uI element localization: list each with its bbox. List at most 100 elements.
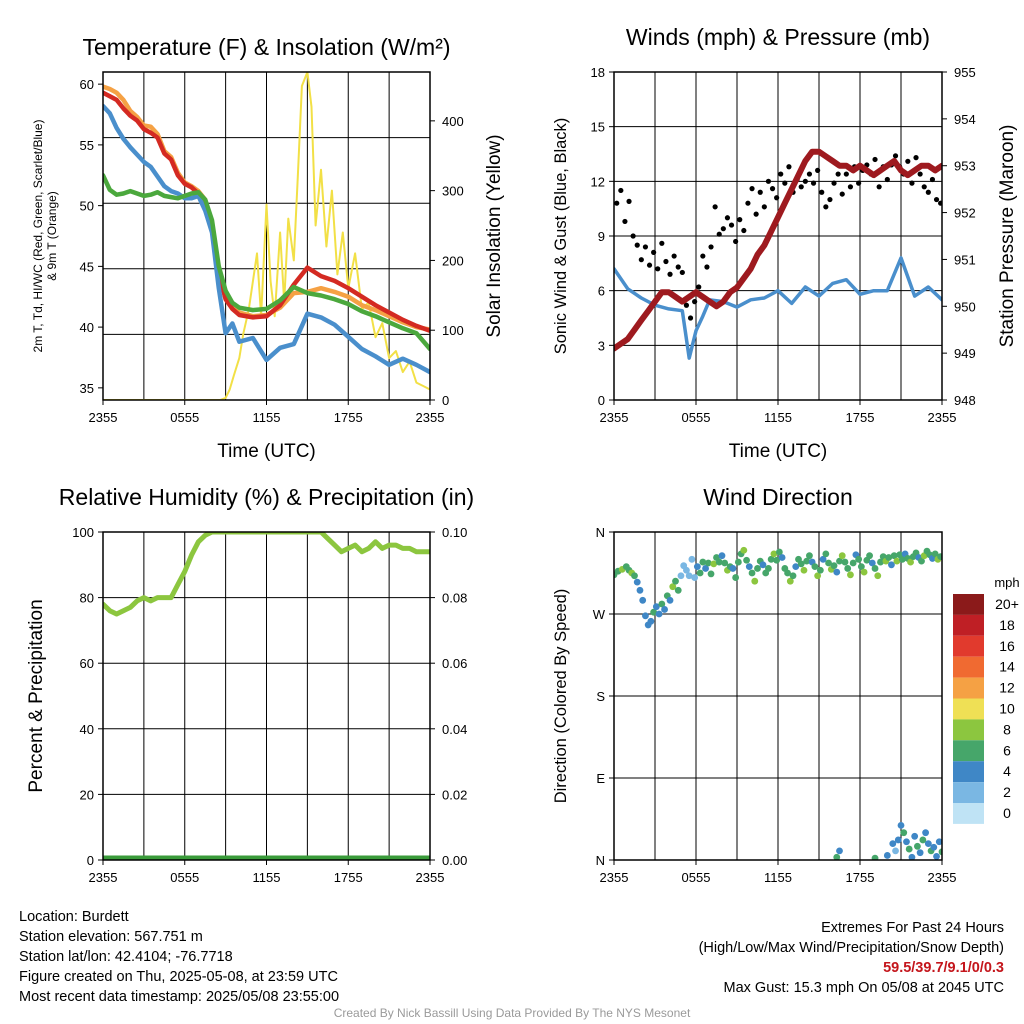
temperature-series xyxy=(103,72,430,400)
y2-tick-label: 951 xyxy=(954,252,976,267)
direction-point xyxy=(937,553,942,560)
gust-point xyxy=(614,200,620,206)
gust-point xyxy=(626,198,632,204)
gust-point xyxy=(876,184,882,190)
gust-point xyxy=(798,184,804,190)
gust-point xyxy=(630,233,636,239)
legend-label: 8 xyxy=(1003,721,1011,737)
gust-point xyxy=(802,178,808,184)
station-latlon: Station lat/lon: 42.4104; -76.7718 xyxy=(19,949,233,965)
y2-tick-label: 949 xyxy=(954,346,976,361)
gust-point xyxy=(884,176,890,183)
gust-point xyxy=(696,284,702,290)
gust-point xyxy=(749,186,755,192)
direction-point xyxy=(830,562,838,570)
x-tick-label: 1755 xyxy=(334,870,363,885)
direction-point xyxy=(855,555,863,563)
chart-title: Winds (mph) & Pressure (mb) xyxy=(626,24,930,50)
direction-point xyxy=(908,853,916,860)
direction-point xyxy=(822,550,830,558)
direction-point xyxy=(900,829,908,837)
y2-tick-label: 0.10 xyxy=(442,525,467,540)
y2-axis-label: Solar Insolation (Yellow) xyxy=(484,134,505,337)
gust-point xyxy=(667,271,673,277)
extremes-subtitle: (High/Low/Max Wind/Precipitation/Snow De… xyxy=(698,940,1004,956)
series-line-3 xyxy=(103,103,430,375)
legend-label: 12 xyxy=(999,680,1015,696)
y2-tick-label: 955 xyxy=(954,65,976,80)
y-tick-label: 60 xyxy=(80,77,94,92)
gust-point xyxy=(745,200,751,206)
gust-point xyxy=(810,180,817,186)
gust-point xyxy=(843,171,849,177)
gust-point xyxy=(737,217,743,223)
gust-point xyxy=(638,257,644,263)
direction-point xyxy=(636,586,644,594)
gust-point xyxy=(651,249,657,255)
gust-point xyxy=(712,204,718,210)
x-tick-label: 1155 xyxy=(253,410,281,425)
gust-point xyxy=(769,186,776,192)
direction-point xyxy=(874,572,882,580)
direction-point xyxy=(685,572,693,580)
gust-point xyxy=(679,269,685,276)
gust-point xyxy=(839,191,845,197)
extremes-info: Extremes For Past 24 Hours (High/Low/Max… xyxy=(699,918,1004,998)
gust-point xyxy=(655,266,661,272)
legend-swatch xyxy=(953,761,984,783)
gust-point xyxy=(622,218,628,225)
gust-point xyxy=(659,240,665,246)
y2-axis-label: Station Pressure (Maroon) xyxy=(997,125,1018,348)
direction-point xyxy=(857,563,865,571)
y2-tick-label: 0.08 xyxy=(442,591,467,606)
direction-point xyxy=(789,572,797,580)
max-gust: Max Gust: 15.3 mph On 05/08 at 2045 UTC xyxy=(723,980,1004,996)
x-tick-label: 2355 xyxy=(89,870,118,885)
panel-1: 2355 0555 1155 1755 2355 Temperature (F) & In… xyxy=(31,34,505,462)
legend-swatch xyxy=(953,594,984,615)
direction-point xyxy=(658,600,666,608)
direction-point xyxy=(841,558,849,566)
direction-point xyxy=(868,559,876,567)
y2-tick-label: 948 xyxy=(954,393,976,408)
legend-label: 0 xyxy=(1003,805,1011,821)
y-axis-label-line1: 2m T, Td, HI/WC (Red, Green, Scarlet/Blu… xyxy=(31,120,45,353)
direction-point xyxy=(838,552,846,560)
y-tick-label: 80 xyxy=(80,591,94,606)
y2-tick-label: 100 xyxy=(442,323,464,338)
y-tick-label: 12 xyxy=(591,174,605,189)
gust-point xyxy=(774,195,780,201)
gust-point xyxy=(671,253,677,259)
direction-point xyxy=(666,596,674,604)
gust-point xyxy=(827,196,833,203)
plot-frame xyxy=(613,531,943,861)
gust-point xyxy=(692,299,698,305)
y-tick-label: 60 xyxy=(80,656,94,671)
legend-swatch xyxy=(953,656,984,678)
direction-point xyxy=(732,574,740,581)
direction-point xyxy=(696,569,704,577)
most-recent-timestamp: Most recent data timestamp: 2025/05/08 2… xyxy=(19,989,340,1005)
direction-point xyxy=(672,577,679,585)
direction-point xyxy=(652,603,660,611)
direction-point xyxy=(922,829,929,837)
series-line-4 xyxy=(103,173,430,352)
gust-point xyxy=(733,238,739,245)
direction-point xyxy=(903,838,910,846)
x-axis-label: Time (UTC) xyxy=(217,441,316,462)
direction-point xyxy=(751,577,759,585)
plot-frame xyxy=(102,71,431,401)
gust-point xyxy=(835,171,841,177)
humidity-series xyxy=(103,532,430,860)
direction-point xyxy=(919,836,927,844)
direction-point xyxy=(765,565,772,572)
direction-point xyxy=(642,612,649,620)
extremes-title: Extremes For Past 24 Hours xyxy=(821,920,1004,936)
direction-point xyxy=(833,568,841,576)
direction-point xyxy=(918,557,925,565)
direction-point xyxy=(702,565,709,572)
x-axis-label: Time (UTC) xyxy=(729,441,828,462)
panel-2: 2355 0555 1155 1755 2355 Winds (mph) & Pressu… xyxy=(552,24,1018,462)
direction-point xyxy=(938,848,942,856)
